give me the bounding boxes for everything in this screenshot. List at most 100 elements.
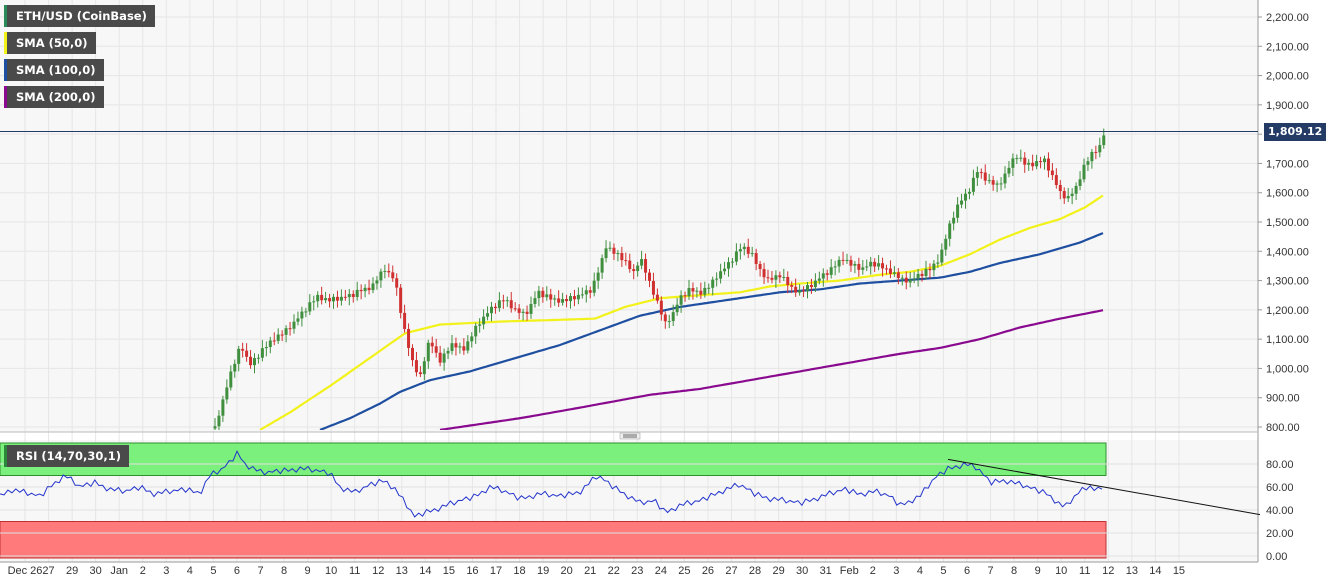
rsi-tick-label: 0.00: [1266, 551, 1287, 563]
candle-up: [924, 268, 928, 277]
legend-sma-100-label: SMA (100,0): [16, 63, 96, 77]
candle-up: [703, 287, 707, 295]
candle-down: [873, 261, 877, 267]
y-tick-label: 800.00: [1266, 422, 1300, 434]
legend-rsi[interactable]: RSI (14,70,30,1): [4, 445, 130, 467]
main-pane-group: [213, 128, 1106, 430]
candle-up: [936, 262, 940, 264]
candle-up: [600, 258, 604, 273]
candle-up: [892, 272, 896, 274]
candle-up: [458, 346, 462, 348]
rsi-line: [0, 450, 1103, 518]
candle-down: [659, 300, 663, 315]
rsi-overbought-zone: [0, 442, 1107, 476]
candle-up: [960, 200, 964, 205]
candle-up: [312, 301, 316, 303]
x-tick-label: Feb: [840, 565, 859, 577]
y-tick-label: 1,300.00: [1266, 276, 1309, 288]
candle-down: [624, 260, 628, 262]
x-tick-label: 22: [608, 565, 620, 577]
candle-up: [233, 363, 237, 372]
candle-down: [403, 312, 407, 329]
candle-up: [1011, 158, 1015, 168]
candle-up: [967, 191, 971, 194]
candle-down: [746, 246, 750, 254]
candle-up: [916, 273, 920, 279]
x-tick-label: 14: [419, 565, 431, 577]
candle-up: [426, 342, 430, 362]
candle-down: [699, 290, 703, 295]
x-tick-label: 27: [42, 565, 54, 577]
rsi-trendline: [947, 458, 1261, 516]
candle-up: [478, 324, 482, 326]
candle-up: [707, 287, 711, 289]
candle-up: [1003, 173, 1007, 184]
candle-down: [241, 348, 245, 351]
pane-resize-handle: [619, 432, 641, 440]
y-tick-label: 2,200.00: [1266, 12, 1309, 24]
candle-up: [738, 249, 742, 252]
candle-up: [379, 271, 383, 281]
x-tick-label: 30: [90, 565, 102, 577]
candle-up: [1078, 179, 1082, 186]
candle-down: [754, 253, 758, 264]
candle-up: [268, 340, 272, 348]
legend-instrument[interactable]: ETH/USD (CoinBase): [4, 5, 155, 27]
candle-up: [640, 259, 644, 266]
legend-sma-200[interactable]: SMA (200,0): [4, 86, 104, 108]
legend-sma-200-swatch: [4, 86, 7, 108]
candle-down: [881, 263, 885, 269]
rsi-tick-label: 60.00: [1266, 482, 1294, 494]
legend-sma-100[interactable]: SMA (100,0): [4, 59, 104, 81]
candle-down: [809, 285, 813, 288]
candle-down: [399, 287, 403, 313]
x-tick-label: 29: [66, 565, 78, 577]
legend-sma-50[interactable]: SMA (50,0): [4, 32, 96, 54]
candle-down: [517, 308, 521, 313]
candle-down: [663, 314, 667, 322]
candle-down: [565, 299, 569, 302]
candle-up: [225, 387, 229, 400]
x-tick-label: 8: [1011, 565, 1017, 577]
candle-down: [414, 360, 418, 373]
candle-up: [750, 253, 754, 255]
candle-up: [987, 180, 991, 182]
candle-up: [908, 279, 912, 283]
candle-up: [837, 259, 841, 267]
candle-up: [533, 298, 537, 304]
candle-down: [1046, 158, 1050, 171]
candle-down: [920, 273, 924, 277]
candle-up: [636, 265, 640, 272]
candle-down: [758, 263, 762, 270]
candle-down: [1054, 175, 1058, 186]
candle-up: [999, 183, 1003, 185]
candle-down: [549, 294, 553, 300]
candle-up: [383, 270, 387, 272]
candle-up: [284, 328, 288, 335]
candle-down: [1058, 185, 1062, 192]
rsi-tick-label: 40.00: [1266, 505, 1294, 517]
x-tick-label: 30: [796, 565, 808, 577]
y-tick-label: 2,000.00: [1266, 71, 1309, 83]
x-tick-label: 9: [1035, 565, 1041, 577]
candle-down: [790, 285, 794, 287]
candle-up: [422, 361, 426, 375]
candle-down: [509, 300, 513, 309]
candle-up: [964, 193, 967, 201]
candle-down: [335, 296, 339, 301]
candle-up: [829, 267, 833, 275]
candle-up: [529, 303, 533, 314]
x-tick-label: 11: [1079, 565, 1090, 577]
candle-down: [1050, 170, 1054, 176]
rsi-tick-label: 20.00: [1266, 528, 1294, 540]
candle-up: [1082, 164, 1086, 180]
candle-up: [608, 247, 612, 249]
candle-up: [537, 290, 541, 299]
candle-up: [553, 298, 557, 300]
candle-up: [470, 336, 474, 342]
candle-up: [995, 183, 999, 185]
candle-up: [1098, 145, 1102, 153]
x-tick-label: 29: [772, 565, 784, 577]
candle-up: [806, 285, 809, 291]
